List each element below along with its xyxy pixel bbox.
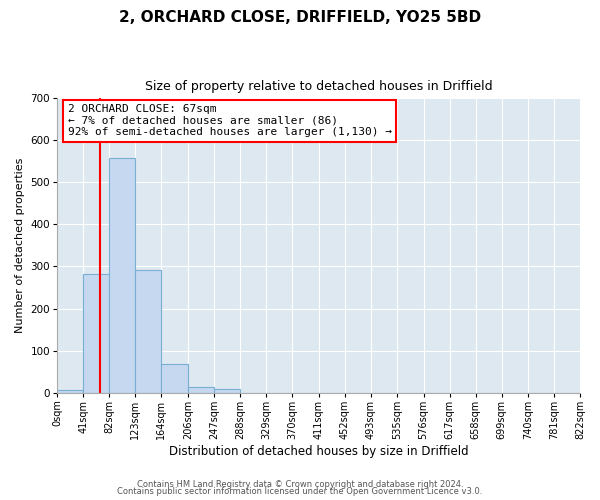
Text: Contains public sector information licensed under the Open Government Licence v3: Contains public sector information licen… <box>118 487 482 496</box>
Bar <box>136 270 161 392</box>
Bar <box>161 364 188 392</box>
Bar <box>214 389 241 392</box>
Text: 2, ORCHARD CLOSE, DRIFFIELD, YO25 5BD: 2, ORCHARD CLOSE, DRIFFIELD, YO25 5BD <box>119 10 481 25</box>
Bar <box>188 386 214 392</box>
Bar <box>109 158 136 392</box>
X-axis label: Distribution of detached houses by size in Driffield: Distribution of detached houses by size … <box>169 444 469 458</box>
Text: Contains HM Land Registry data © Crown copyright and database right 2024.: Contains HM Land Registry data © Crown c… <box>137 480 463 489</box>
Title: Size of property relative to detached houses in Driffield: Size of property relative to detached ho… <box>145 80 493 93</box>
Bar <box>57 390 83 392</box>
Text: 2 ORCHARD CLOSE: 67sqm
← 7% of detached houses are smaller (86)
92% of semi-deta: 2 ORCHARD CLOSE: 67sqm ← 7% of detached … <box>68 104 392 138</box>
Y-axis label: Number of detached properties: Number of detached properties <box>15 158 25 333</box>
Bar <box>83 274 109 392</box>
